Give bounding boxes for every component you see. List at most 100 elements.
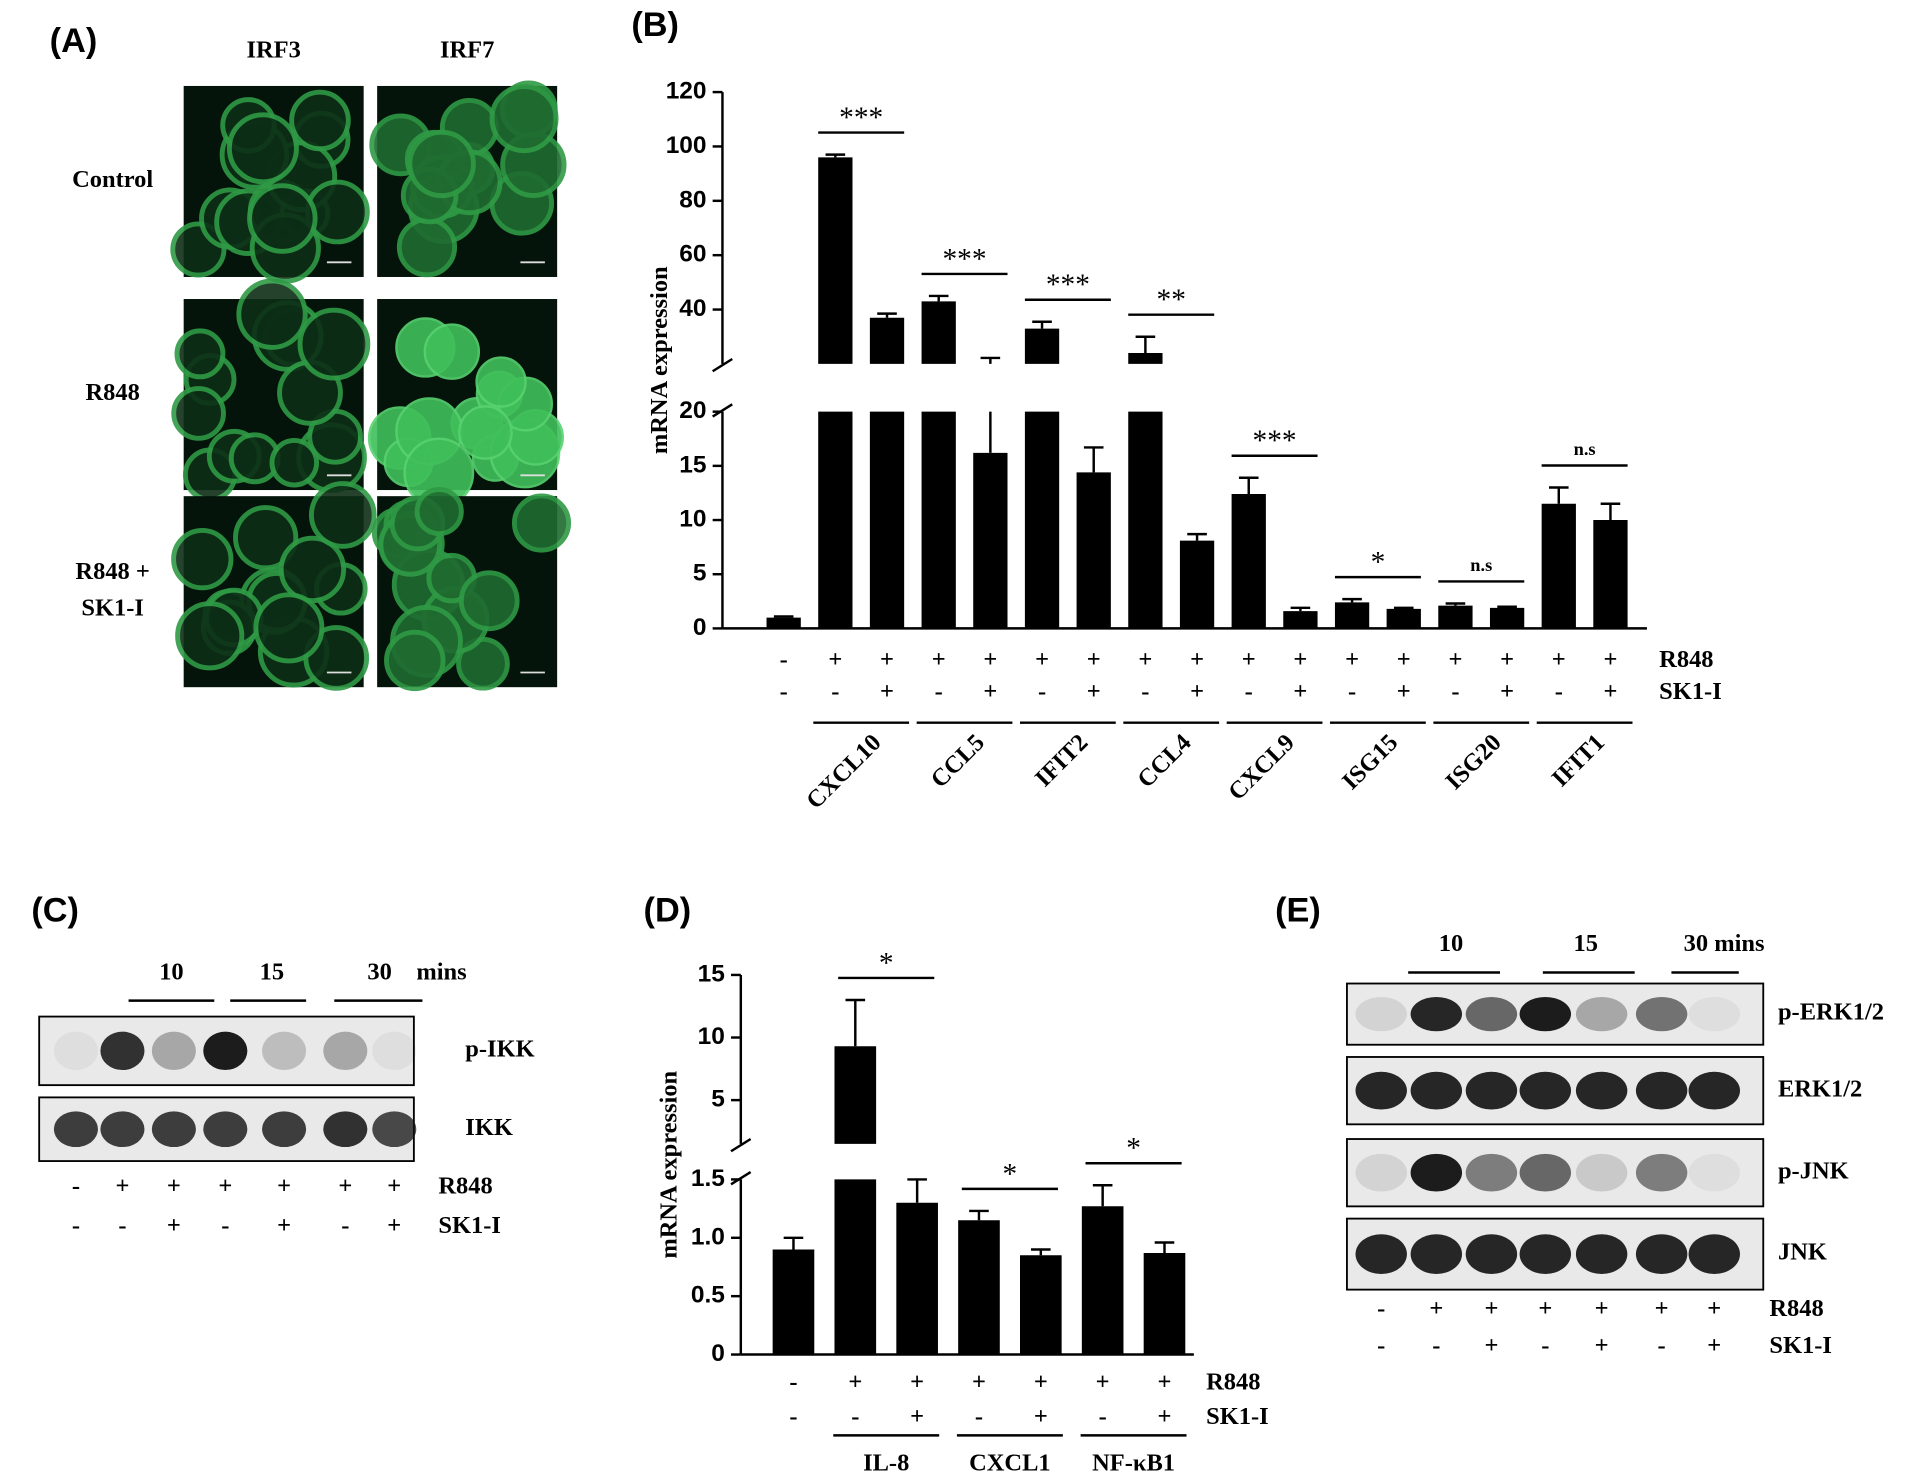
timepoint-label: 10 [1439, 930, 1463, 957]
column-label: IRF3 [246, 36, 300, 63]
band [323, 1031, 368, 1071]
condition-label: SK1-I [438, 1212, 501, 1239]
band [323, 1111, 368, 1148]
panel-letter: (B) [631, 6, 679, 44]
blot-label: IKK [465, 1114, 513, 1141]
group-label: CCL5 [926, 729, 990, 793]
condition-sign: + [1484, 1295, 1498, 1322]
error-bar [1290, 606, 1311, 612]
significance-label: ** [1157, 284, 1186, 316]
cell [171, 528, 234, 591]
condition-sign: - [1377, 1332, 1385, 1359]
error-bar [1548, 486, 1569, 504]
panel-letter: (C) [31, 892, 79, 930]
band [203, 1031, 248, 1071]
condition-sign: - [1555, 678, 1563, 705]
bar [1283, 611, 1318, 629]
significance-label: * [1126, 1133, 1141, 1165]
condition-sign: + [1500, 646, 1514, 673]
band [372, 1031, 417, 1071]
band [1688, 996, 1740, 1032]
condition-sign: - [780, 678, 788, 705]
row-label: Control [72, 166, 153, 193]
condition-sign: + [1397, 646, 1411, 673]
y-tick-label: 0 [711, 1340, 725, 1367]
condition-sign: - [780, 646, 788, 673]
cell [233, 505, 299, 571]
cell [289, 89, 351, 152]
condition-label: R848 [438, 1173, 492, 1200]
timepoint-label: 30 [367, 958, 391, 985]
band [53, 1031, 98, 1071]
condition-sign: - [221, 1212, 229, 1239]
significance-label: *** [1046, 269, 1090, 301]
bar [896, 1202, 938, 1355]
band [53, 1111, 98, 1148]
bar [818, 157, 853, 629]
y-tick-label: 20 [679, 397, 706, 424]
condition-sign: + [1603, 646, 1617, 673]
cell [308, 481, 377, 549]
condition-sign: + [1655, 1295, 1669, 1322]
error-bar [969, 1209, 989, 1221]
y-tick-label: 60 [679, 241, 706, 268]
bar [1489, 607, 1525, 629]
condition-sign: + [338, 1173, 352, 1200]
group-label: CXCL1 [969, 1449, 1051, 1476]
condition-sign: + [1595, 1332, 1609, 1359]
error-bar [1031, 1248, 1051, 1256]
band [1688, 1071, 1740, 1110]
band [1465, 1071, 1518, 1110]
condition-sign: - [72, 1173, 80, 1200]
condition-sign: - [1245, 678, 1253, 705]
condition-label: SK1-I [1206, 1403, 1269, 1430]
condition-sign: + [115, 1173, 129, 1200]
condition-sign: - [789, 1369, 797, 1396]
bar [1020, 1255, 1062, 1355]
cell [407, 129, 476, 199]
bar [1438, 605, 1473, 629]
condition-sign: + [387, 1173, 401, 1200]
bar [1593, 520, 1628, 629]
panel-letter: (A) [50, 22, 98, 60]
timepoint-label: 10 [159, 958, 183, 985]
condition-label: R848 [1659, 646, 1713, 673]
error-bar [1154, 1241, 1175, 1253]
cell [511, 493, 572, 553]
band [1465, 1153, 1518, 1192]
error-bar [1393, 606, 1414, 610]
blot-label: p-JNK [1778, 1157, 1849, 1184]
blot-label: p-IKK [465, 1035, 534, 1062]
axis-break [730, 1137, 752, 1153]
y-tick-label: 1.5 [691, 1165, 725, 1192]
cell [297, 307, 371, 381]
bar [973, 452, 1008, 629]
group-label: NF-κB1 [1092, 1449, 1175, 1476]
condition-sign: - [1658, 1332, 1666, 1359]
cell [174, 328, 226, 380]
cell [226, 112, 299, 185]
band [100, 1111, 145, 1148]
y-tick-label: 40 [679, 295, 706, 322]
condition-sign: + [880, 678, 894, 705]
band [203, 1111, 248, 1148]
error-bar [1445, 602, 1466, 606]
blot-label: JNK [1778, 1239, 1827, 1266]
error-bar [907, 1178, 927, 1203]
group-label: CCL4 [1132, 729, 1196, 793]
condition-sign: + [1034, 1403, 1048, 1430]
condition-sign: + [910, 1403, 924, 1430]
condition-sign: + [972, 1369, 986, 1396]
condition-sign: + [1034, 1369, 1048, 1396]
micrograph [171, 481, 377, 691]
condition-sign: + [1448, 646, 1462, 673]
timepoint-label: 30 mins [1684, 930, 1765, 957]
band [151, 1111, 196, 1148]
band [1575, 996, 1628, 1032]
row-label: R848 + [75, 558, 149, 585]
condition-sign: - [789, 1403, 797, 1430]
condition-sign: + [1190, 678, 1204, 705]
bar [1334, 602, 1370, 629]
row-label: R848 [85, 379, 139, 406]
condition-sign: - [831, 678, 839, 705]
